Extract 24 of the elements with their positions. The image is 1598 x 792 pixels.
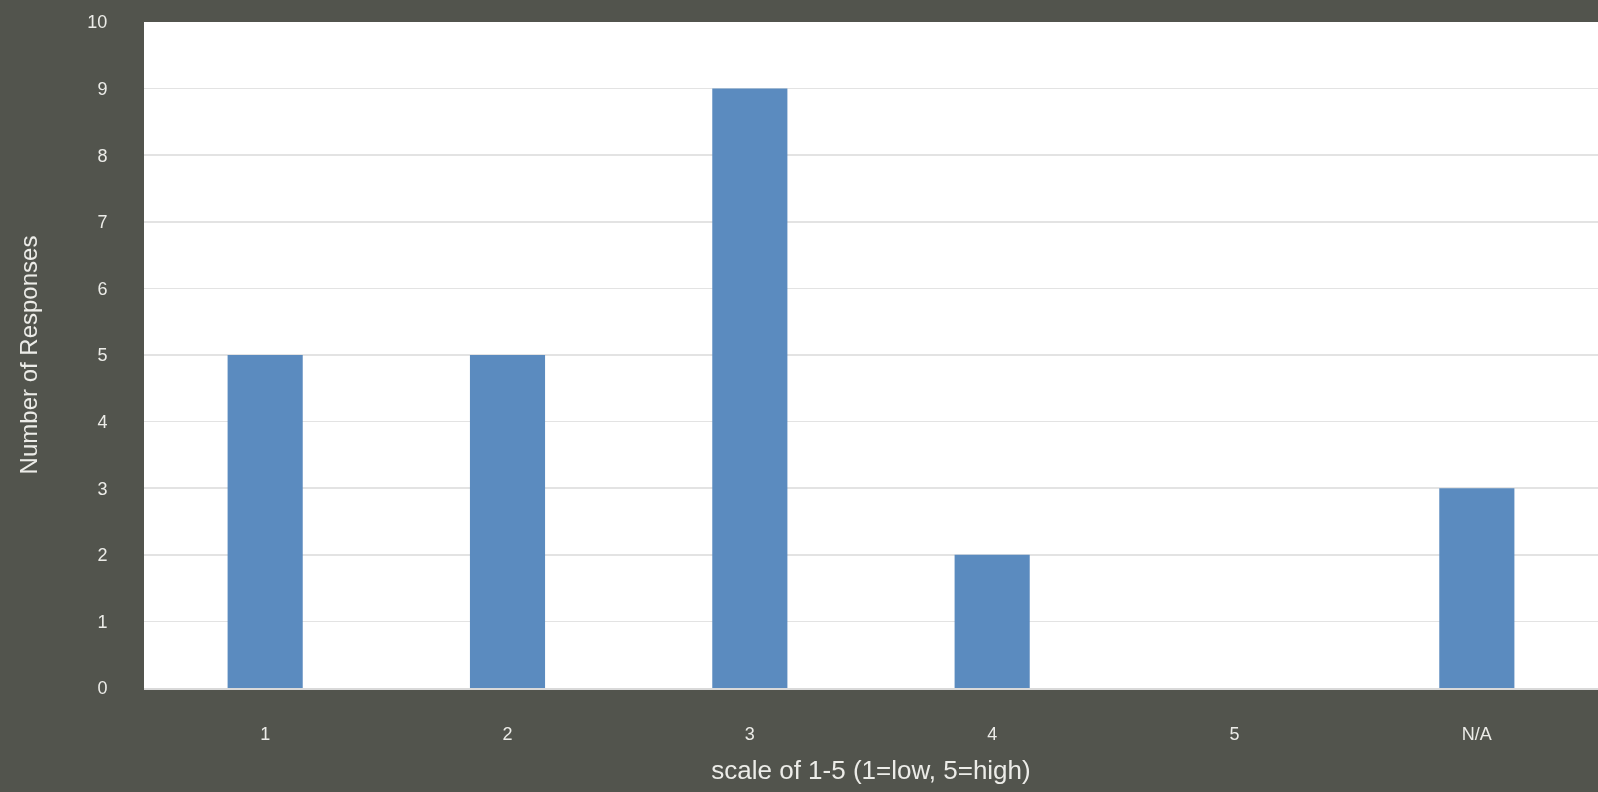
y-tick-label: 5 [97,345,108,366]
x-tick-label: 2 [502,723,513,744]
y-tick-label: 2 [97,545,108,566]
y-tick-label: 8 [97,145,108,166]
x-tick-label: 1 [260,723,271,744]
y-axis-title: Number of Responses [15,235,43,475]
y-tick-label: 9 [97,78,108,99]
x-tick-label: 3 [744,723,755,744]
bar [1439,488,1515,688]
y-tick-label: 10 [87,12,108,33]
y-tick-label: 3 [97,478,108,499]
y-tick-label: 1 [97,611,108,632]
y-tick-label: 7 [97,212,108,233]
bar [469,355,546,688]
x-tick-label: 4 [987,723,998,744]
x-tick-label: 5 [1229,723,1240,744]
y-tick-label: 4 [97,411,108,432]
bar [712,88,788,688]
y-tick-label: 0 [97,678,108,699]
x-axis-title: scale of 1-5 (1=low, 5=high) [711,754,1031,785]
bar [954,554,1030,688]
bar [227,355,303,688]
x-tick-label: N/A [1461,723,1492,744]
y-tick-label: 6 [97,278,108,299]
